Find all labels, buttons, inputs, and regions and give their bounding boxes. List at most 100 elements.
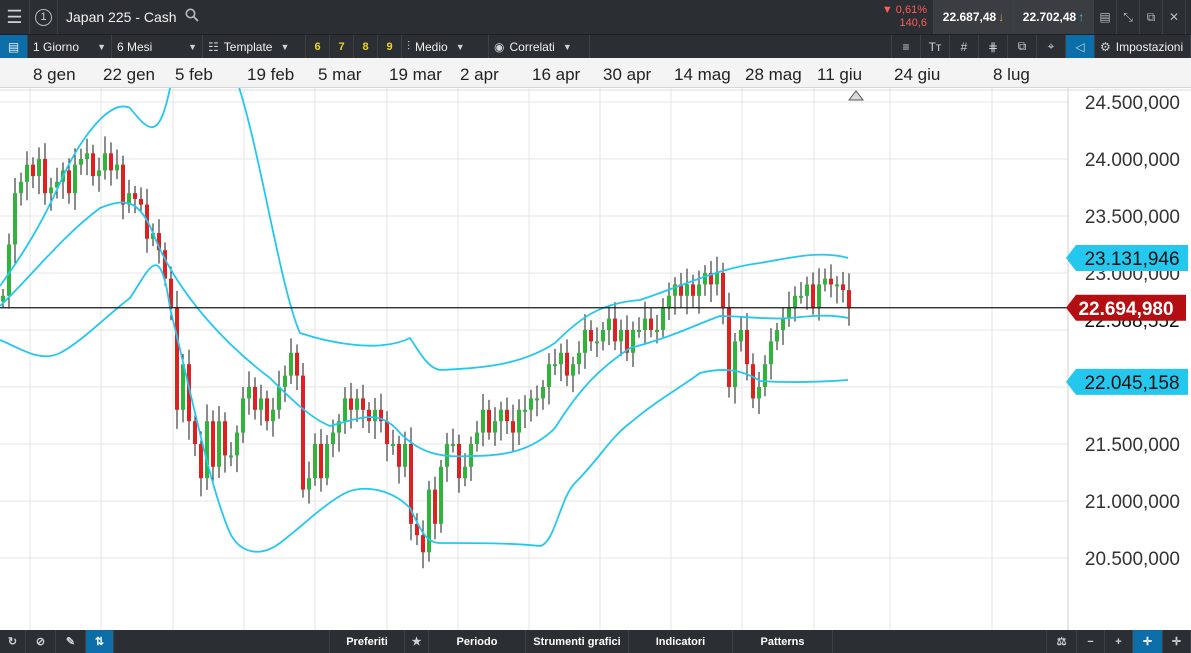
current-price-badge-bg: [1066, 294, 1186, 321]
candle-body: [73, 164, 77, 194]
candle-body: [733, 341, 737, 387]
list-view-icon[interactable]: ▤: [0, 34, 28, 59]
chart-type-select[interactable]: ⫶ Medio ▼: [402, 34, 489, 59]
candle-body: [547, 364, 551, 387]
candle-body: [655, 330, 659, 332]
candle-body: [643, 318, 647, 330]
candle-body: [703, 273, 707, 285]
settings-button[interactable]: ⚙ Impostazioni: [1095, 34, 1191, 59]
scale-icon[interactable]: ⚖: [1047, 630, 1077, 653]
candle-body: [433, 489, 437, 524]
indicators-button[interactable]: Indicatori: [629, 630, 733, 653]
chevron-down-icon: ▼: [97, 41, 106, 52]
candle-body: [37, 159, 41, 177]
candle-body: [649, 318, 653, 330]
crosshair-grid-icon[interactable]: ⋕: [979, 34, 1008, 59]
text-size-icon[interactable]: Tт: [921, 34, 950, 59]
candle-body: [451, 444, 455, 446]
notes-icon[interactable]: ≡: [892, 34, 921, 59]
candle-body: [427, 489, 431, 553]
candle-body: [283, 375, 287, 387]
candle-body: [817, 284, 821, 308]
hamburger-menu-icon[interactable]: ☰: [0, 0, 30, 34]
drawing-tools-button[interactable]: Strumenti grafici: [526, 630, 629, 653]
bottom-spacer: [114, 630, 330, 653]
price-axis-label: 24.500,000: [1085, 93, 1180, 114]
price-chart[interactable]: 24.500,000 24.000,000 23.500,000 21.500,000…: [0, 88, 1191, 630]
favorites-button[interactable]: Preferiti: [330, 630, 405, 653]
chart-grid: [0, 88, 1191, 630]
candle-body: [625, 330, 629, 353]
chevron-down-icon: ▼: [188, 41, 197, 52]
candle-body: [553, 364, 557, 367]
candle-body: [589, 330, 593, 342]
buy-price-button[interactable]: 22.702,48 ↑: [1014, 0, 1094, 34]
candle-body: [583, 330, 587, 353]
fullscreen-icon[interactable]: ✛: [1163, 630, 1191, 653]
candle-body: [199, 444, 203, 479]
arrow-up-icon: ↑: [1078, 10, 1085, 24]
patterns-button[interactable]: Patterns: [733, 630, 833, 653]
popout-icon[interactable]: ⧉: [1140, 0, 1163, 34]
pencil-icon[interactable]: ✎: [56, 630, 86, 653]
scroll-marker-icon[interactable]: [848, 87, 864, 101]
candle-body: [121, 164, 125, 205]
candle-body: [109, 153, 113, 171]
candle-body: [841, 284, 845, 291]
chevron-down-icon: ▼: [280, 41, 290, 52]
date-label: 8 gen: [33, 65, 76, 84]
move-icon[interactable]: ⇅: [86, 630, 114, 653]
lower-band-badge-bg: [1066, 368, 1188, 395]
candle-body: [775, 330, 779, 342]
candle-body: [67, 170, 71, 194]
search-icon[interactable]: [185, 8, 199, 26]
candle-body: [535, 398, 539, 401]
template-icon: ☷: [208, 39, 219, 54]
range-select[interactable]: 6 Mesi ▼: [112, 34, 203, 59]
sell-price-button[interactable]: 22.687,48 ↓: [934, 0, 1014, 34]
candle-body: [271, 409, 275, 422]
candle-body: [577, 352, 581, 365]
price-axis-label: 20.500,000: [1085, 549, 1180, 570]
interval-value: 1 Giorno: [33, 39, 80, 54]
date-label: 19 mar: [389, 65, 442, 84]
alert-count-badge[interactable]: 1: [30, 0, 58, 34]
copy-icon[interactable]: ⧉: [1008, 34, 1037, 59]
candle-body: [829, 278, 833, 285]
collapse-icon[interactable]: ⤡: [1117, 0, 1140, 34]
candle-body: [211, 421, 215, 467]
star-icon[interactable]: ★: [405, 630, 429, 653]
candle-body: [103, 153, 107, 171]
template-select[interactable]: ☷ Template ▼: [203, 34, 306, 59]
interval-select[interactable]: 1 Giorno ▼: [28, 34, 112, 59]
shortcut-7-button[interactable]: 7: [330, 34, 354, 59]
candle-body: [265, 398, 269, 422]
candle-body: [835, 284, 839, 287]
refresh-icon[interactable]: ↻: [0, 630, 26, 653]
arrow-down-icon: ↓: [998, 10, 1005, 24]
candle-body: [745, 330, 749, 365]
grid-icon[interactable]: #: [950, 34, 979, 59]
candle-body: [751, 364, 755, 399]
shortcut-9-button[interactable]: 9: [378, 34, 402, 59]
crosshair-mode-icon[interactable]: ✛: [1133, 630, 1163, 653]
candle-body: [799, 295, 803, 298]
crosshair-icon[interactable]: ⌖: [1037, 34, 1066, 59]
disable-icon[interactable]: ⊘: [26, 630, 56, 653]
candle-body: [163, 250, 167, 279]
tag-icon[interactable]: ◁: [1066, 34, 1095, 59]
close-icon[interactable]: ✕: [1163, 0, 1186, 34]
shortcut-6-button[interactable]: 6: [306, 34, 330, 59]
price-axis-label: 24.000,000: [1085, 150, 1180, 171]
layout-icon[interactable]: ▤: [1094, 0, 1117, 34]
candle-body: [691, 284, 695, 296]
zoom-in-icon[interactable]: +: [1105, 630, 1133, 653]
candle-body: [361, 398, 365, 410]
period-button[interactable]: Periodo: [429, 630, 526, 653]
candlestick-icon: ⫶: [407, 39, 411, 53]
instrument-title[interactable]: Japan 225 - Cash: [58, 0, 866, 34]
title-bar: ☰ 1 Japan 225 - Cash ▼ 0,61% 140,6 22.68…: [0, 0, 1191, 34]
related-select[interactable]: ◉ Correlati ▼: [489, 34, 590, 59]
shortcut-8-button[interactable]: 8: [354, 34, 378, 59]
zoom-out-icon[interactable]: −: [1077, 630, 1105, 653]
